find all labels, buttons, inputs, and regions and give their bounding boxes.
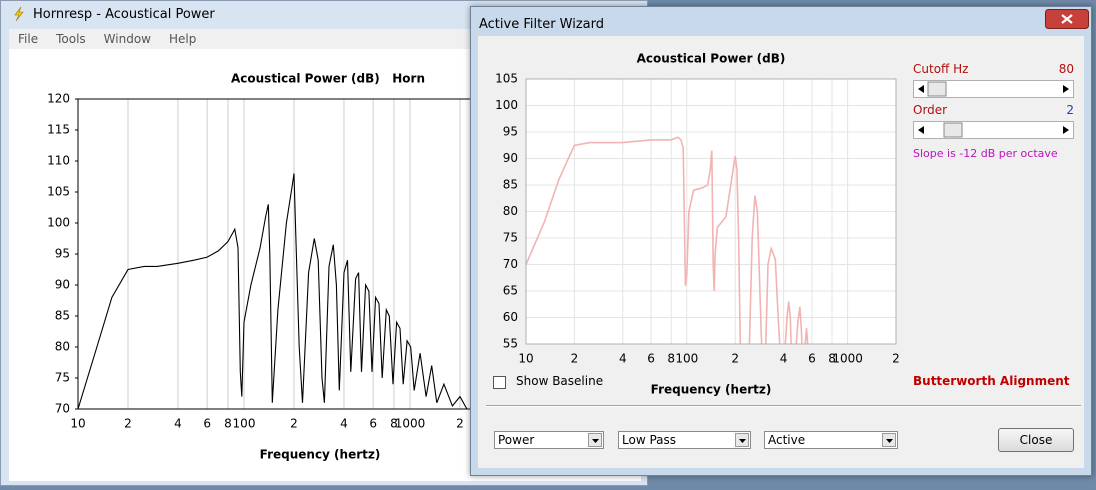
order-label: Order <box>913 103 948 117</box>
y-tick-label: 100 <box>495 98 518 112</box>
y-tick-label: 85 <box>55 309 70 323</box>
dropdown-text: Power <box>498 433 535 447</box>
cutoff-label: Cutoff Hz <box>913 62 969 76</box>
y-tick-label: 55 <box>503 337 518 351</box>
chart-title: Acoustical Power (dB) Horn <box>231 72 425 86</box>
x-tick-label: 2 <box>571 352 579 366</box>
x-tick-label: 4 <box>174 417 182 431</box>
slope-text: Slope is -12 dB per octave <box>913 147 1058 160</box>
x-tick-label: 8 <box>390 417 398 431</box>
separator <box>486 405 1081 407</box>
x-axis-label: Frequency (hertz) <box>651 383 772 397</box>
y-tick-label: 100 <box>47 216 70 230</box>
close-window-button[interactable] <box>1045 9 1089 29</box>
x-tick-label: 1000 <box>395 417 426 431</box>
app-icon <box>14 6 24 22</box>
x-tick-label: 10 <box>518 352 533 366</box>
y-tick-label: 65 <box>503 284 518 298</box>
x-tick-label: 10 <box>70 417 85 431</box>
x-tick-label: 4 <box>340 417 348 431</box>
menu-item[interactable]: File <box>18 32 39 46</box>
x-tick-label: 100 <box>675 352 698 366</box>
close-button[interactable]: Close <box>998 428 1074 452</box>
y-tick-label: 85 <box>503 178 518 192</box>
dropdown[interactable]: Low Pass <box>618 431 751 449</box>
x-tick-label: 6 <box>808 352 816 366</box>
alignment-label: Butterworth Alignment <box>913 374 1070 388</box>
y-tick-label: 90 <box>503 151 518 165</box>
dropdown-text: Active <box>768 433 806 447</box>
y-tick-label: 80 <box>55 340 70 354</box>
order-value: 2 <box>1066 103 1074 117</box>
y-tick-label: 95 <box>503 125 518 139</box>
dropdown-arrow <box>588 433 602 447</box>
curve <box>78 173 468 409</box>
cutoff-slider[interactable] <box>913 80 1074 98</box>
x-tick-label: 4 <box>619 352 627 366</box>
dropdown[interactable]: Active <box>764 431 898 449</box>
menu-item[interactable]: Tools <box>56 32 86 46</box>
y-tick-label: 95 <box>55 247 70 261</box>
y-tick-label: 80 <box>503 204 518 218</box>
dropdown-text: Low Pass <box>622 433 676 447</box>
y-tick-label: 105 <box>495 72 518 86</box>
dropdown-arrow <box>882 433 896 447</box>
dropdown[interactable]: Power <box>494 431 604 449</box>
slider-parts <box>918 122 1069 138</box>
y-tick-label: 75 <box>503 231 518 245</box>
menu-item[interactable]: Window <box>103 32 151 46</box>
dropdown-arrow <box>735 433 749 447</box>
slider-parts <box>918 81 1069 97</box>
y-tick-label: 115 <box>47 123 70 137</box>
order-slider[interactable] <box>913 121 1074 139</box>
cutoff-value: 80 <box>1058 62 1074 76</box>
x-tick-label: 2 <box>456 417 464 431</box>
x-axis-label: Frequency (hertz) <box>260 448 381 462</box>
chart-title: Acoustical Power (dB) <box>637 52 786 66</box>
checkbox[interactable] <box>493 376 506 389</box>
y-tick-label: 60 <box>503 310 518 324</box>
x-tick-label: 2 <box>124 417 132 431</box>
x-tick-label: 8 <box>224 417 232 431</box>
y-tick-label: 105 <box>47 185 70 199</box>
window-title: Active Filter Wizard <box>479 17 605 32</box>
y-tick-label: 70 <box>503 257 518 271</box>
x-tick-label: 2 <box>290 417 298 431</box>
curve <box>526 136 809 344</box>
x-tick-label: 8 <box>667 352 675 366</box>
plot-border <box>525 78 897 345</box>
x-tick-label: 6 <box>203 417 211 431</box>
x-tick-label: 8 <box>828 352 836 366</box>
y-tick-label: 90 <box>55 278 70 292</box>
y-tick-label: 70 <box>55 402 70 416</box>
x-tick-label: 100 <box>233 417 256 431</box>
y-tick-label: 110 <box>47 154 70 168</box>
menu-item[interactable]: Help <box>168 32 197 46</box>
x-tick-label: 4 <box>780 352 788 366</box>
x-tick-label: 1000 <box>832 352 863 366</box>
x-tick-label: 6 <box>647 352 655 366</box>
x-tick-label: 2 <box>892 352 900 366</box>
y-tick-label: 120 <box>47 92 70 106</box>
checkbox-label[interactable]: Show Baseline <box>516 374 604 388</box>
x-tick-label: 2 <box>731 352 739 366</box>
window-title: Hornresp - Acoustical Power <box>33 7 215 22</box>
y-tick-label: 75 <box>55 371 70 385</box>
x-tick-label: 6 <box>369 417 377 431</box>
